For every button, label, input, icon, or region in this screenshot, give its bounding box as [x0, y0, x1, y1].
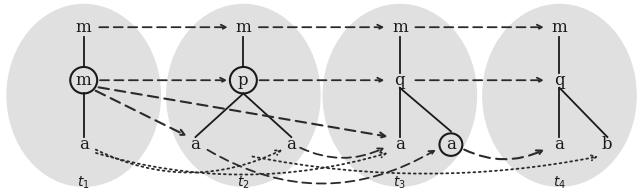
FancyArrowPatch shape: [300, 148, 383, 158]
FancyArrowPatch shape: [259, 25, 382, 30]
Text: m: m: [236, 19, 252, 36]
Text: $t_4$: $t_4$: [553, 174, 566, 191]
FancyArrowPatch shape: [96, 152, 386, 175]
FancyArrowPatch shape: [252, 155, 596, 174]
Text: p: p: [238, 72, 249, 89]
Text: b: b: [602, 136, 612, 153]
FancyArrowPatch shape: [95, 91, 184, 135]
Text: $t_3$: $t_3$: [394, 174, 406, 191]
Text: m: m: [392, 19, 408, 36]
FancyArrowPatch shape: [99, 25, 226, 30]
Ellipse shape: [167, 4, 320, 186]
Text: a: a: [446, 136, 456, 153]
Text: $t_1$: $t_1$: [77, 174, 90, 191]
Text: a: a: [191, 136, 200, 153]
Ellipse shape: [7, 4, 161, 186]
FancyArrowPatch shape: [207, 150, 434, 184]
Text: $t_2$: $t_2$: [237, 174, 250, 191]
Text: a: a: [286, 136, 296, 153]
Text: m: m: [76, 72, 92, 89]
Text: m: m: [552, 19, 567, 36]
FancyArrowPatch shape: [100, 78, 225, 83]
Text: m: m: [76, 19, 92, 36]
Text: q: q: [394, 72, 405, 89]
Text: a: a: [79, 136, 89, 153]
Ellipse shape: [323, 4, 476, 186]
Text: q: q: [554, 72, 564, 89]
Text: a: a: [554, 136, 564, 153]
FancyArrowPatch shape: [464, 150, 542, 159]
Ellipse shape: [483, 4, 636, 186]
FancyArrowPatch shape: [415, 25, 542, 30]
FancyArrowPatch shape: [415, 78, 542, 83]
FancyArrowPatch shape: [96, 150, 280, 173]
FancyArrowPatch shape: [99, 87, 385, 138]
Text: a: a: [395, 136, 404, 153]
FancyArrowPatch shape: [260, 78, 382, 83]
